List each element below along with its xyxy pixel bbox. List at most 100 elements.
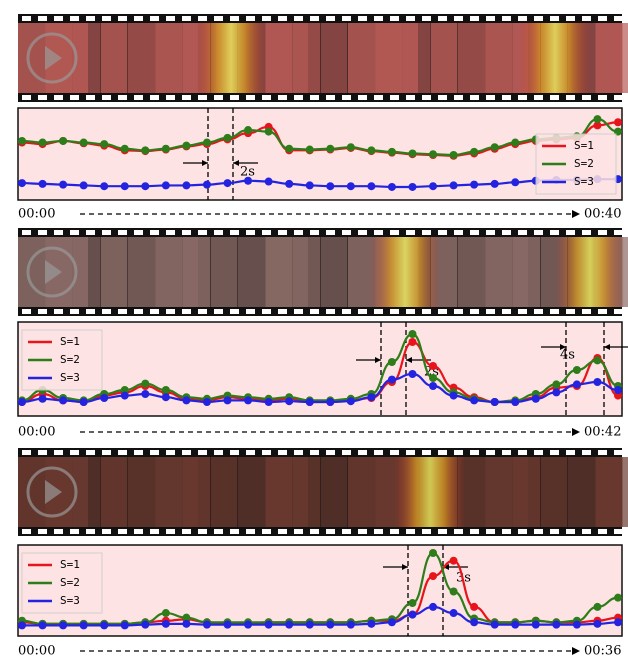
frame — [101, 23, 128, 93]
sprocket — [470, 95, 479, 100]
data-point — [388, 148, 396, 156]
sprocket — [278, 450, 287, 455]
sprocket — [454, 230, 463, 235]
data-point — [326, 182, 334, 190]
sprocket — [262, 16, 271, 21]
sprocket — [278, 309, 287, 314]
sprocket — [198, 450, 207, 455]
sprocket — [550, 230, 559, 235]
sprocket — [438, 309, 447, 314]
sprocket — [358, 95, 367, 100]
sprocket — [86, 450, 95, 455]
data-point — [100, 394, 108, 402]
legend-label: S=2 — [60, 576, 80, 589]
sprocket — [550, 529, 559, 534]
sprocket — [310, 450, 319, 455]
sprocket — [150, 309, 159, 314]
sprocket — [486, 16, 495, 21]
sprocket — [390, 309, 399, 314]
sprocket — [566, 309, 575, 314]
sprocket — [518, 230, 527, 235]
data-point — [265, 398, 273, 406]
data-point — [244, 396, 252, 404]
data-point — [265, 128, 273, 136]
data-point — [450, 151, 458, 159]
data-point — [408, 330, 416, 338]
sprocket — [22, 309, 31, 314]
data-point — [470, 148, 478, 156]
sprocket — [326, 16, 335, 21]
sprocket — [118, 16, 127, 21]
data-point — [182, 620, 190, 628]
data-point — [470, 603, 478, 611]
data-point — [100, 621, 108, 629]
sprocket — [134, 450, 143, 455]
data-point — [491, 398, 499, 406]
data-point — [39, 180, 47, 188]
sprocket — [230, 450, 239, 455]
sprocket — [86, 309, 95, 314]
sprocket — [438, 529, 447, 534]
sprocket — [502, 309, 511, 314]
data-point — [59, 181, 67, 189]
sprocket — [310, 95, 319, 100]
data-point — [511, 398, 519, 406]
data-point — [285, 145, 293, 153]
legend-label: S=3 — [60, 371, 80, 384]
sprocket — [294, 16, 303, 21]
sprocket — [518, 95, 527, 100]
sprocket — [166, 450, 175, 455]
data-point — [203, 398, 211, 406]
sprocket — [294, 450, 303, 455]
time-end: 00:36 — [584, 644, 621, 659]
sprocket — [550, 450, 559, 455]
sprocket — [134, 529, 143, 534]
data-point — [141, 146, 149, 154]
data-point — [511, 621, 519, 629]
data-point — [39, 139, 47, 147]
data-point — [429, 374, 437, 382]
sprocket — [406, 16, 415, 21]
sprocket — [86, 95, 95, 100]
frame — [541, 457, 568, 527]
sprocket — [582, 95, 591, 100]
data-point — [80, 139, 88, 147]
sprocket — [470, 450, 479, 455]
sprocket — [214, 309, 223, 314]
sprocket — [374, 529, 383, 534]
data-point — [429, 603, 437, 611]
sprocket — [406, 230, 415, 235]
sprocket — [470, 16, 479, 21]
sprocket — [566, 529, 575, 534]
sprocket — [486, 309, 495, 314]
data-point — [306, 398, 314, 406]
sprocket — [486, 450, 495, 455]
sprocket — [262, 230, 271, 235]
data-point — [532, 395, 540, 403]
data-point — [450, 392, 458, 400]
sprocket — [262, 529, 271, 534]
sprocket — [38, 309, 47, 314]
sprocket — [22, 529, 31, 534]
sprocket — [102, 95, 111, 100]
sprocket — [422, 529, 431, 534]
sprocket — [518, 16, 527, 21]
sprocket — [582, 309, 591, 314]
data-point — [121, 621, 129, 629]
sprocket — [310, 309, 319, 314]
sprocket — [502, 230, 511, 235]
legend-label: S=3 — [574, 175, 594, 188]
sprocket — [70, 230, 79, 235]
sprocket — [102, 230, 111, 235]
sprocket — [182, 450, 191, 455]
sprocket — [86, 16, 95, 21]
frame — [293, 457, 320, 527]
sprocket — [566, 450, 575, 455]
data-point — [347, 143, 355, 151]
data-point — [388, 358, 396, 366]
sprocket — [534, 529, 543, 534]
data-point — [121, 182, 129, 190]
sprocket — [326, 529, 335, 534]
data-point — [121, 392, 129, 400]
frame — [266, 23, 293, 93]
